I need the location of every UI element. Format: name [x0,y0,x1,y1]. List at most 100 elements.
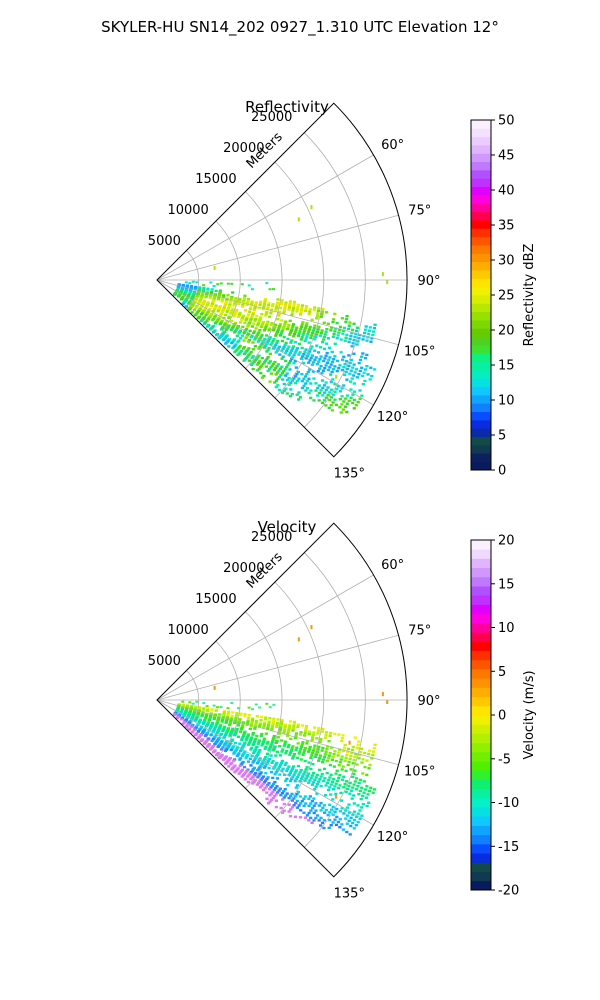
colorbar-segment [471,788,491,799]
colorbar-segment [471,228,491,238]
colorbar: 0 5 10 15 20 25 30 35 40 45 50 Reflectivity dBZ [470,114,537,479]
colorbar-segment [471,871,491,882]
colorbar-segment [471,370,491,379]
colorbar-segment [471,145,491,154]
grid-spoke [156,279,374,406]
colorbar-tick-label: 10 [498,394,515,409]
theta-tick-label: 75° [408,624,431,639]
colorbar-tick-label: 30 [498,254,515,269]
colorbar-segment [471,236,491,246]
colorbar: -20 -15 -10 -5 0 5 10 15 20 Velocity (m/s) [470,534,537,899]
colorbar-segment [471,278,491,288]
colorbar-segment [471,386,491,396]
colorbar-segment [471,170,491,179]
colorbar-label: Velocity (m/s) [522,670,537,759]
colorbar-tick-label: 20 [498,324,515,339]
colorbar-segment [471,153,491,163]
theta-tick-label: 120° [377,830,408,845]
colorbar-segment [471,428,491,438]
colorbar-segment [471,742,491,753]
colorbar-label: Reflectivity dBZ [522,244,537,347]
colorbar-segment [471,186,491,196]
r-tick-label: 25000 [251,110,292,125]
colorbar-segment [471,797,491,808]
colorbar-segment [471,295,491,304]
colorbar-tick-label: 35 [498,219,515,234]
colorbar-segment [471,320,491,329]
grid-spoke [156,699,399,766]
panels: Reflectivity50001000015000200002500060°7… [148,98,537,901]
colorbar-segment [471,604,491,615]
colorbar-tick-label: -10 [498,796,519,811]
r-tick-label: 10000 [167,203,208,218]
colorbar-segment [471,880,491,891]
colorbar-segment [471,705,491,716]
colorbar-tick-label: -15 [498,840,519,855]
polar-frame [156,102,408,458]
colorbar-segment [471,445,491,454]
colorbar-segment [471,807,491,817]
colorbar-segment [471,595,491,605]
colorbar-segment [471,411,491,421]
colorbar-segment [471,161,491,171]
colorbar-segment [471,761,491,771]
theta-tick-label: 105° [404,344,435,359]
colorbar-segment [471,779,491,790]
colorbar-segment [471,270,491,279]
theta-tick-label: 90° [417,694,440,709]
colorbar-segment [471,862,491,872]
colorbar-tick-label: 25 [498,289,515,304]
colorbar-segment [471,622,491,633]
colorbar-segment [471,687,491,697]
colorbar-segment [471,453,491,463]
colorbar-segment [471,336,491,346]
r-tick-label: 15000 [195,172,236,187]
theta-tick-label: 90° [417,274,440,289]
colorbar-segment [471,128,491,138]
colorbar-tick-label: 15 [498,577,515,592]
r-tick-label: 10000 [167,623,208,638]
colorbar-tick-label: 5 [498,665,506,680]
colorbar-segment [471,303,491,313]
colorbar-segment [471,733,491,744]
colorbar-segment [471,120,491,129]
colorbar-segment [471,378,491,388]
r-tick-label: 5000 [148,654,181,669]
theta-tick-label: 120° [377,410,408,425]
colorbar-segment [471,668,491,679]
theta-tick-label: 105° [404,764,435,779]
colorbar-tick-label: 50 [498,114,515,129]
suptitle: SKYLER-HU SN14_202 0927_1.310 UTC Elevat… [101,18,499,37]
colorbar-segment [471,436,491,446]
theta-tick-label: 60° [381,138,404,153]
colorbar-tick-label: 0 [498,464,506,479]
colorbar-segment [471,632,491,642]
colorbar-tick-label: 0 [498,709,506,724]
colorbar-segment [471,678,491,688]
colorbar-segment [471,843,491,854]
colorbar-segment [471,724,491,734]
colorbar-tick-label: -5 [498,752,511,767]
colorbar-tick-label: 15 [498,359,515,374]
colorbar-segment [471,816,491,826]
colorbar-tick-label: 10 [498,621,515,636]
colorbar-segment [471,420,491,429]
colorbar-segment [471,715,491,725]
colorbar-segment [471,825,491,836]
colorbar-segment [471,253,491,263]
theta-tick-label: 75° [408,204,431,219]
colorbar-segment [471,203,491,213]
colorbar-segment [471,586,491,596]
colorbar-segment [471,220,491,229]
panel-reflectivity: Reflectivity 5000 10000 15000 20000 25000 60° 7… [148,98,537,481]
colorbar-segment [471,395,491,404]
colorbar-segment [471,834,491,845]
r-tick-label: 20000 [223,561,264,576]
colorbar-segment [471,613,491,624]
theta-tick-label: 135° [334,466,365,481]
colorbar-segment [471,540,491,550]
colorbar-segment [471,770,491,780]
colorbar-tick-label: 20 [498,534,515,549]
colorbar-segment [471,245,491,254]
